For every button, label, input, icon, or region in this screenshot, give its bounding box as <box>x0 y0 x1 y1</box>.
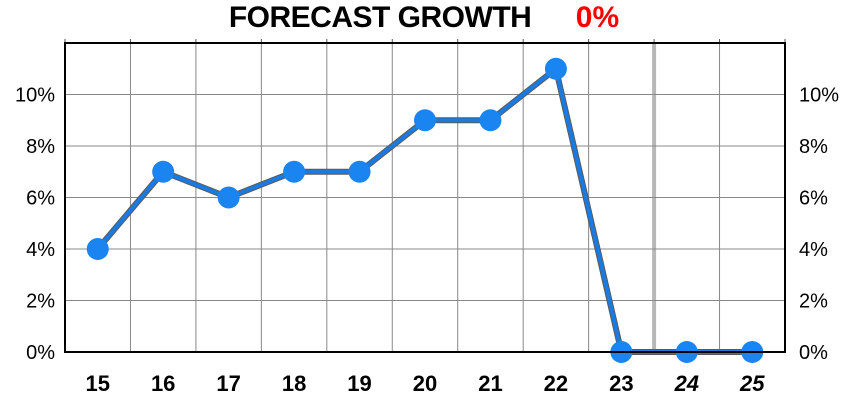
x-tick-label: 17 <box>216 371 240 396</box>
data-point <box>86 238 109 260</box>
chart-title: FORECAST GROWTH 0% <box>0 0 848 40</box>
plot-frame <box>64 42 786 353</box>
y-tick-label-right: 4% <box>799 239 828 261</box>
y-tick-label-left: 10% <box>15 85 55 107</box>
y-tick-label-left: 6% <box>26 188 55 210</box>
y-tick-label-left: 2% <box>26 291 55 313</box>
data-point <box>479 109 502 132</box>
grid-lines <box>64 39 786 352</box>
y-tick-label-right: 0% <box>799 342 828 364</box>
x-axis-tick-labels: 15 16 17 18 19 20 21 22 23 24 25 <box>85 371 765 396</box>
data-point <box>283 160 306 183</box>
x-tick-label: 23 <box>609 371 633 396</box>
x-tick-label: 15 <box>85 371 109 396</box>
x-tick-label: 21 <box>478 371 502 396</box>
x-tick-label: 16 <box>151 371 175 396</box>
y-tick-label-right: 10% <box>799 85 839 107</box>
data-point <box>217 186 240 209</box>
x-tick-label: 18 <box>282 371 306 396</box>
y-tick-label-left: 0% <box>26 342 55 364</box>
data-point <box>544 57 567 80</box>
x-tick-label: 25 <box>739 371 765 396</box>
data-point <box>152 160 175 183</box>
y-tick-label-left: 8% <box>26 136 55 158</box>
y-axis-tick-labels: 0% 0% 2% 2% 4% 4% 6% 6% 8% 8% 10% 10% <box>15 85 839 365</box>
x-tick-label: 19 <box>347 371 371 396</box>
data-point <box>348 160 371 183</box>
data-point <box>414 109 436 132</box>
x-tick-label: 22 <box>544 371 568 396</box>
y-tick-label-left: 4% <box>26 239 55 261</box>
x-tick-label: 20 <box>413 371 437 396</box>
y-tick-label-right: 6% <box>799 188 828 210</box>
y-tick-label-right: 8% <box>799 136 828 158</box>
forecast-growth-value: 0% <box>575 1 620 34</box>
data-point-markers <box>86 57 764 363</box>
chart-title-text: FORECAST GROWTH <box>228 1 532 34</box>
x-tick-label: 24 <box>674 371 699 396</box>
y-tick-label-right: 2% <box>799 291 828 313</box>
